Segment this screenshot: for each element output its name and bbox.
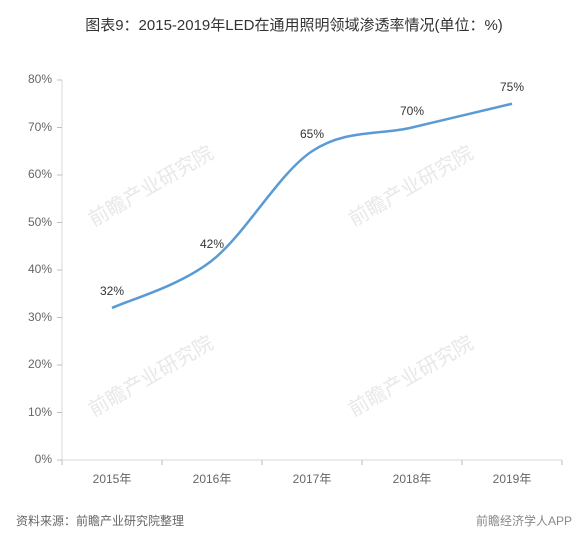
y-tick-label: 60% (12, 167, 52, 181)
data-value-label: 32% (87, 284, 137, 298)
chart-title: 图表9：2015-2019年LED在通用照明领域渗透率情况(单位：%) (0, 0, 588, 35)
y-tick-label: 20% (12, 357, 52, 371)
data-value-label: 42% (187, 237, 237, 251)
y-tick-label: 0% (12, 452, 52, 466)
footer-app: 前瞻经济学人APP (476, 512, 572, 529)
y-tick-label: 80% (12, 72, 52, 86)
y-tick-label: 10% (12, 405, 52, 419)
x-tick-label: 2016年 (172, 470, 252, 487)
y-tick-label: 30% (12, 310, 52, 324)
data-value-label: 75% (487, 80, 537, 94)
footer-source: 资料来源：前瞻产业研究院整理 (16, 512, 184, 529)
line-chart (0, 50, 588, 490)
y-tick-label: 40% (12, 262, 52, 276)
chart-container: 前瞻产业研究院 前瞻产业研究院 前瞻产业研究院 前瞻产业研究院 0%10%20%… (0, 50, 588, 490)
data-value-label: 70% (387, 104, 437, 118)
x-tick-label: 2018年 (372, 470, 452, 487)
y-tick-label: 70% (12, 120, 52, 134)
x-tick-label: 2019年 (472, 470, 552, 487)
y-tick-label: 50% (12, 215, 52, 229)
data-value-label: 65% (287, 127, 337, 141)
x-tick-label: 2017年 (272, 470, 352, 487)
x-tick-label: 2015年 (72, 470, 152, 487)
